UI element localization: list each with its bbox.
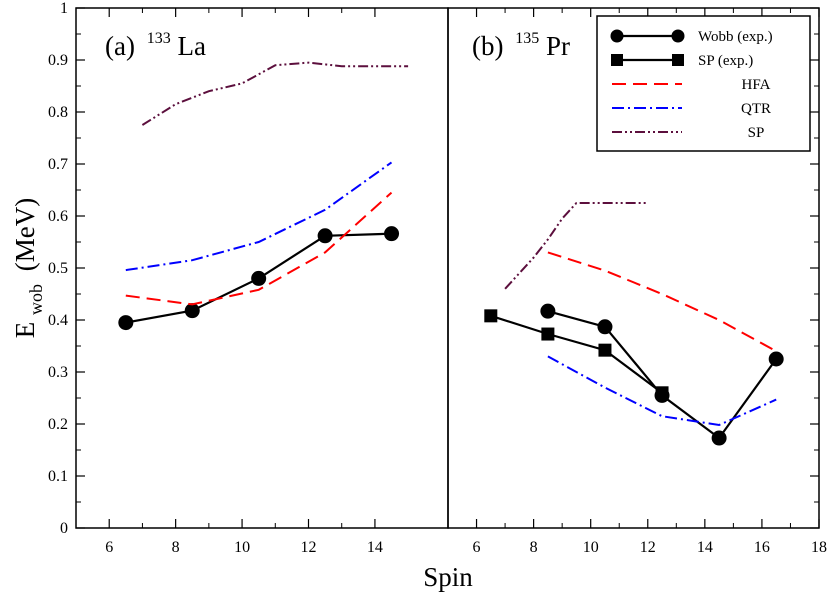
point-sp-exp-b: [541, 327, 555, 341]
panel-b-mass: 135: [515, 30, 539, 47]
x-tick-label-a: 6: [105, 539, 113, 556]
legend-label-wobb-exp: Wobb (exp.): [698, 29, 773, 45]
x-tick-label-b: 8: [530, 539, 538, 556]
x-tick-label-a: 8: [172, 539, 180, 556]
point-wobb-exp-a: [118, 315, 134, 331]
panel-a-symbol: La: [177, 31, 205, 61]
x-tick-label-b: 10: [583, 539, 599, 556]
y-tick-label: 0.5: [48, 260, 68, 277]
y-tick-label: 0.1: [48, 468, 68, 485]
point-wobb-exp-a: [251, 270, 267, 286]
legend: Wobb (exp.) SP (exp.) HFA QTR SP: [596, 15, 811, 152]
legend-label-hfa: HFA: [742, 77, 771, 93]
panel-b-symbol: Pr: [546, 31, 570, 61]
legend-marker-sp-exp: [672, 54, 684, 66]
y-axis-title: E wob (MeV): [10, 198, 48, 338]
point-sp-exp-b: [655, 386, 669, 400]
y-tick-label: 0.3: [48, 364, 68, 381]
legend-marker-wobb-exp: [610, 29, 624, 43]
panel-a-label: (a) 133 La: [105, 19, 206, 61]
series-line-hfa-a: [125, 191, 393, 306]
point-sp-exp-b: [484, 309, 498, 323]
y-axis-title-unit: (MeV): [10, 198, 40, 271]
x-tick-label-b: 18: [811, 539, 827, 556]
panel-b-label: (b) 135 Pr: [472, 19, 570, 61]
point-wobb-exp-a: [384, 226, 400, 242]
x-tick-label-a: 12: [301, 539, 317, 556]
y-tick-label: 1: [60, 0, 68, 17]
x-tick-label-a: 10: [234, 539, 250, 556]
point-wobb-exp-b: [711, 430, 727, 446]
y-tick-label: 0.8: [48, 104, 68, 121]
point-sp-exp-b: [598, 343, 612, 357]
y-axis-title-sub: wob: [26, 284, 46, 315]
point-wobb-exp-b: [540, 303, 556, 319]
x-axis-title: Spin: [423, 562, 473, 592]
y-axis-title-main: E: [10, 322, 40, 339]
series-line-sp-a: [141, 61, 409, 126]
series-line-qtr-b: [547, 355, 777, 427]
x-tick-label-b: 14: [697, 539, 713, 556]
y-tick-label: 0: [60, 520, 68, 537]
point-wobb-exp-a: [317, 228, 333, 244]
point-wobb-exp-b: [597, 319, 613, 335]
legend-box: [596, 15, 811, 152]
legend-label-sp-exp: SP (exp.): [698, 53, 753, 69]
series-line-sp-b: [504, 202, 648, 290]
panel-a-frame: [75, 7, 449, 529]
legend-label-qtr: QTR: [741, 101, 771, 117]
legend-label-sp: SP: [748, 125, 765, 141]
point-wobb-exp-a: [184, 303, 200, 319]
x-tick-label-b: 6: [473, 539, 481, 556]
legend-marker-sp-exp: [611, 54, 623, 66]
series-line-qtr-a: [125, 161, 393, 272]
y-tick-label: 0.6: [48, 208, 68, 225]
y-tick-label: 0.9: [48, 52, 68, 69]
panel-a-letter: (a): [105, 31, 135, 61]
series-line-sp-exp-b: [490, 314, 663, 394]
y-tick-label: 0.7: [48, 156, 68, 173]
series-line-hfa-b: [547, 251, 777, 353]
panel-a-mass: 133: [147, 30, 171, 47]
legend-marker-wobb-exp: [671, 29, 685, 43]
x-tick-label-b: 12: [640, 539, 656, 556]
x-tick-label-a: 14: [367, 539, 383, 556]
panel-b-letter: (b): [472, 31, 503, 61]
point-wobb-exp-b: [768, 351, 784, 367]
x-tick-label-b: 16: [754, 539, 770, 556]
y-tick-label: 0.4: [48, 312, 68, 329]
y-tick-label: 0.2: [48, 416, 68, 433]
